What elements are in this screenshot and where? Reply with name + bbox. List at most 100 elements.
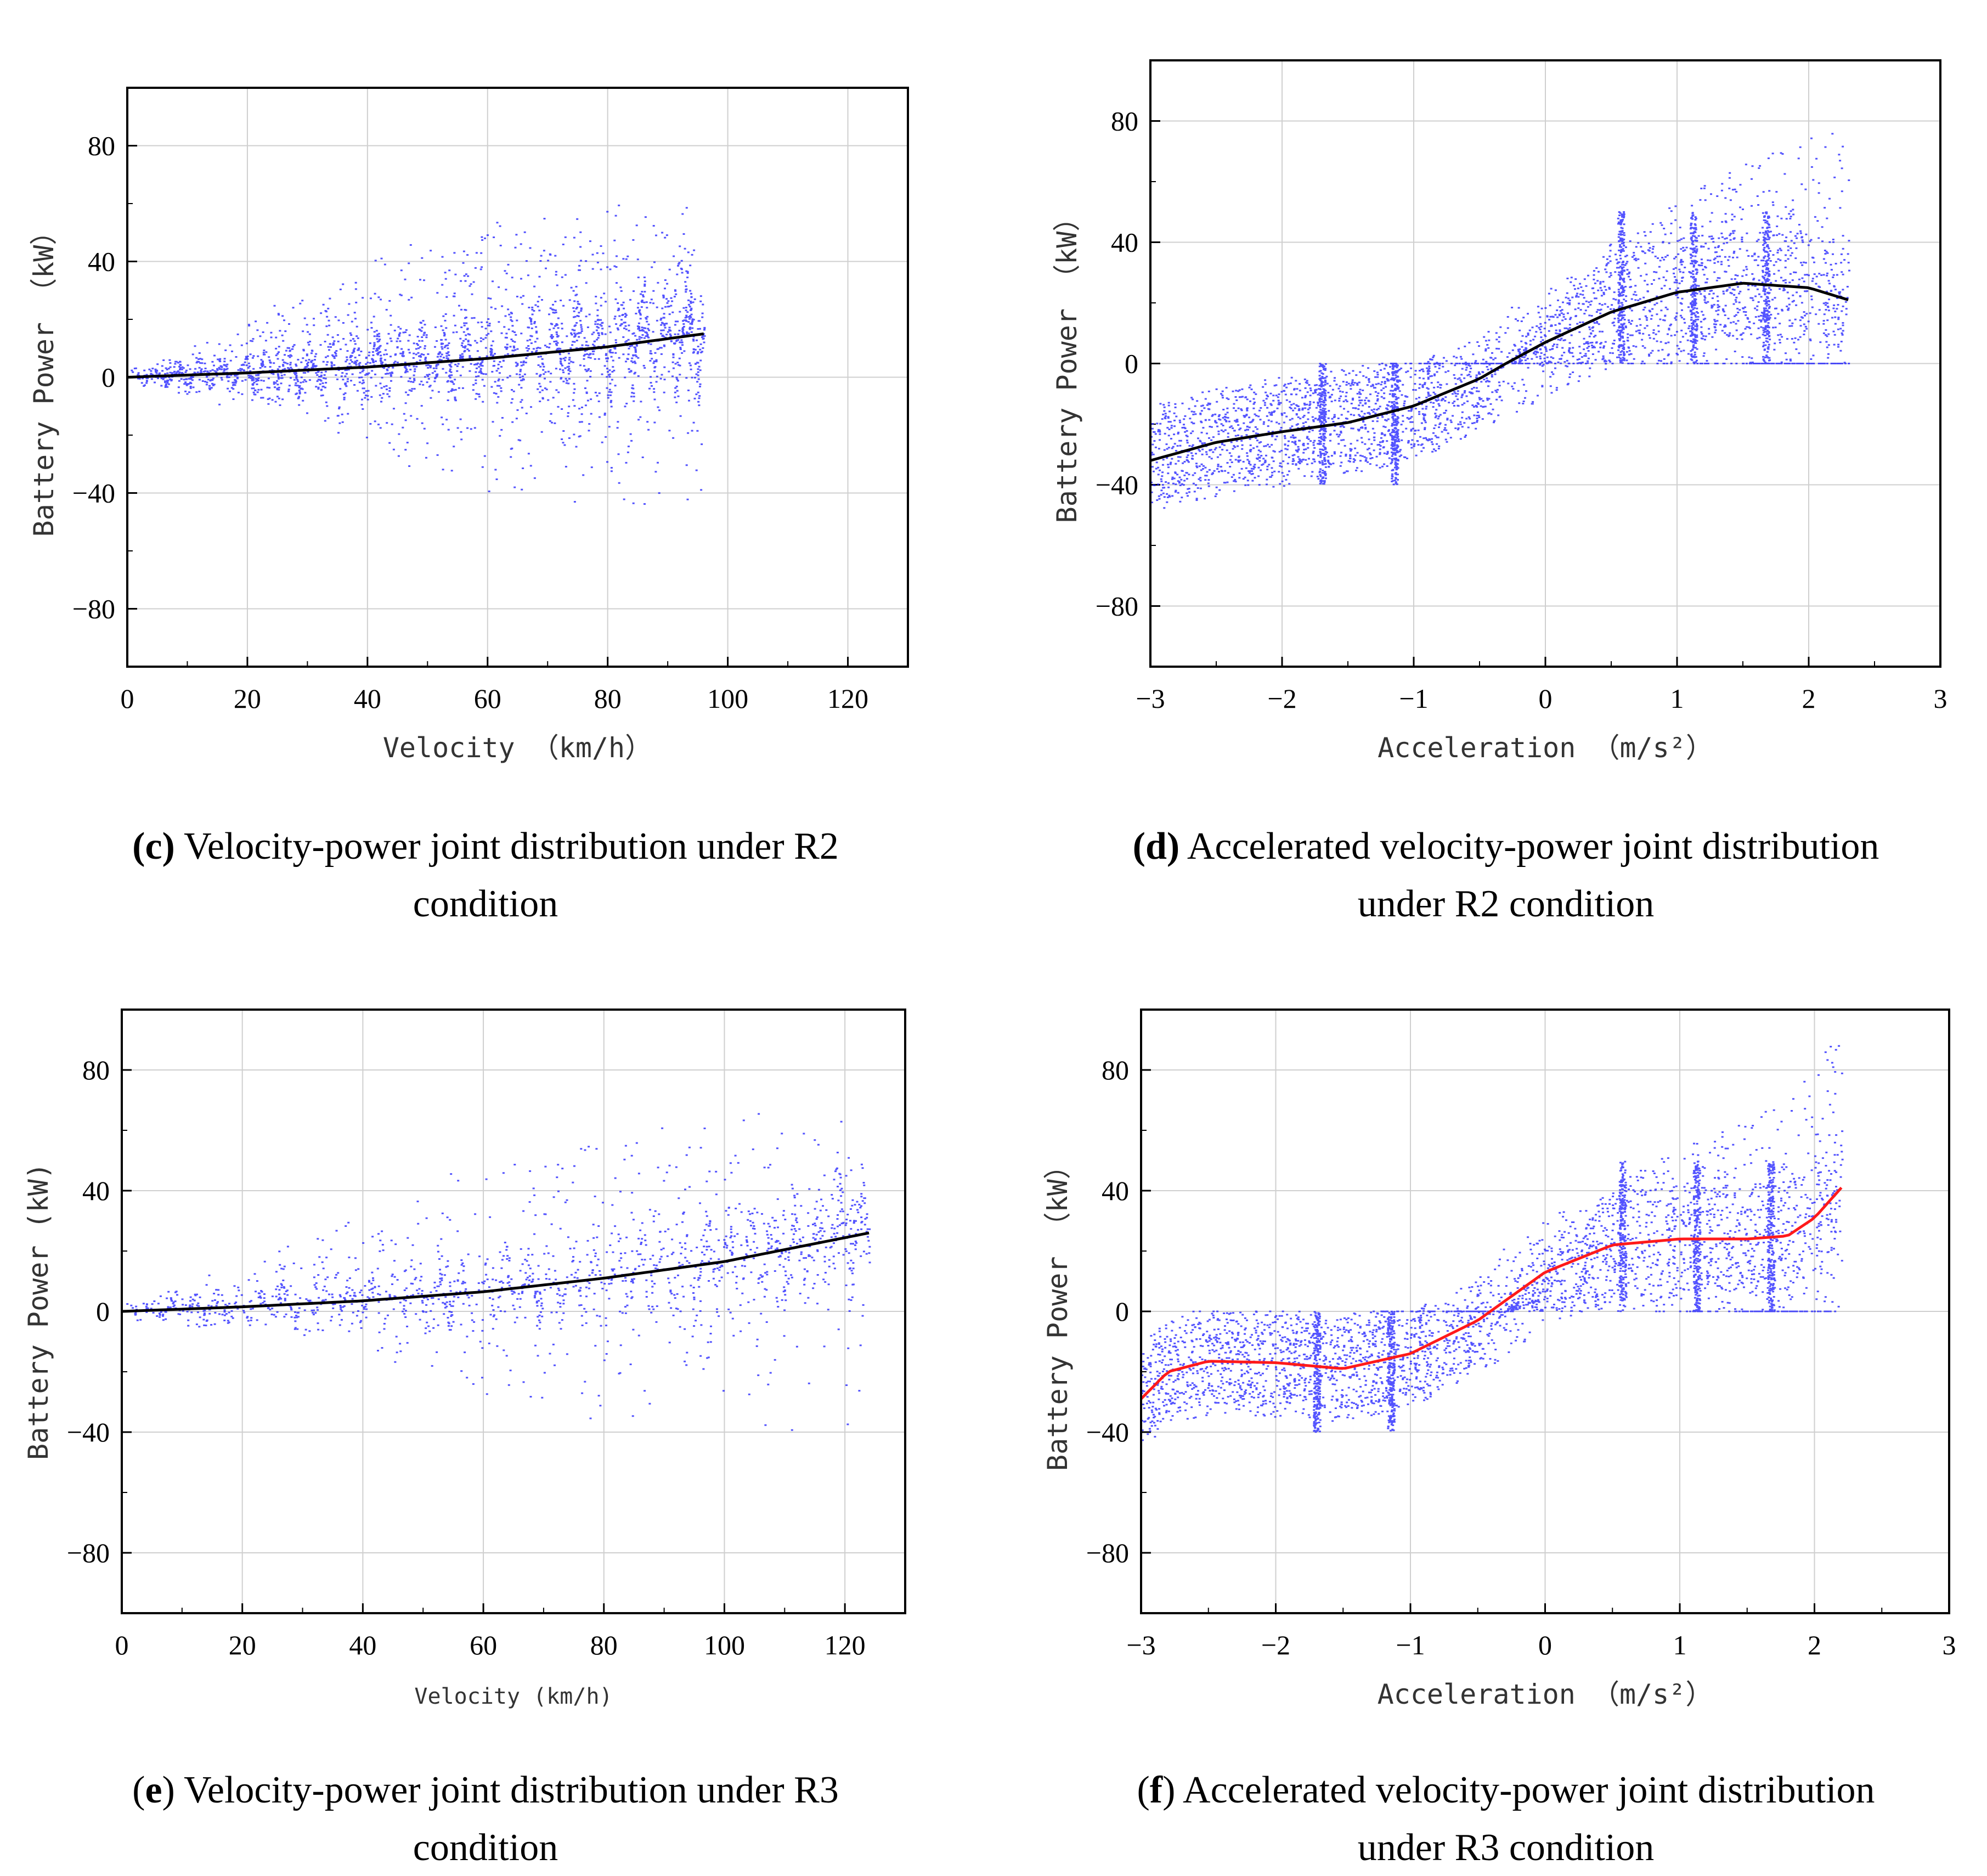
scatter-cloud xyxy=(131,204,706,505)
y-tick-label: −40 xyxy=(1086,1417,1129,1447)
x-tick-label: −2 xyxy=(1267,683,1296,714)
x-tick-label: 0 xyxy=(115,1630,129,1660)
x-tick-label: −3 xyxy=(1126,1630,1155,1660)
fit-curve xyxy=(121,1231,870,1313)
x-tick-label: 60 xyxy=(470,1630,497,1660)
fit-curve xyxy=(127,332,704,379)
y-tick-labels: 80 40 0 −40 −80 xyxy=(72,131,115,624)
y-tick-label: −40 xyxy=(1096,470,1138,500)
caption-c-line1: (c) Velocity-power joint distribution un… xyxy=(132,825,839,867)
caption-d-tag: d xyxy=(1145,825,1167,867)
x-tick-label: 20 xyxy=(229,1630,256,1660)
caption-d-text: Accelerated velocity-power joint distrib… xyxy=(1179,825,1879,867)
caption-d-line1: (d) Accelerated velocity-power joint dis… xyxy=(1133,825,1879,867)
y-axis-label: Battery Power （kW） xyxy=(1042,1152,1074,1471)
y-tick-label: 40 xyxy=(1111,227,1138,258)
y-tick-label: 0 xyxy=(1115,1296,1129,1327)
x-tick-labels: 0 20 40 60 80 100 120 xyxy=(121,683,869,714)
x-tick-label: 80 xyxy=(590,1630,618,1660)
x-tick-label: 60 xyxy=(474,683,501,714)
y-tick-label: 40 xyxy=(82,1175,110,1206)
caption-e-tag: e xyxy=(145,1769,162,1811)
caption-c-text: Velocity-power joint distribution under … xyxy=(175,825,839,867)
x-tick-label: −3 xyxy=(1136,683,1165,714)
caption-f-line1: (f) Accelerated velocity-power joint dis… xyxy=(1137,1769,1875,1811)
x-tick-label: 1 xyxy=(1673,1630,1687,1660)
y-axis-label: Battery Power (kW) xyxy=(22,1163,54,1460)
x-tick-label: 20 xyxy=(234,683,261,714)
x-tick-label: 0 xyxy=(1538,1630,1552,1660)
y-tick-label: −80 xyxy=(1096,591,1138,622)
y-tick-label: 0 xyxy=(101,362,115,393)
x-tick-label: 2 xyxy=(1808,1630,1821,1660)
x-axis-label: Velocity (km/h) xyxy=(414,1684,612,1709)
y-tick-label: −80 xyxy=(72,594,115,624)
caption-f-line2: under R3 condition xyxy=(1358,1827,1654,1869)
caption-e-line2: condition xyxy=(413,1827,558,1869)
y-axis-label: Battery Power （kW） xyxy=(1051,204,1083,523)
x-tick-label: 0 xyxy=(1539,683,1553,714)
y-tick-labels: 80 40 0 −40 −80 xyxy=(1096,106,1138,622)
plot-frame xyxy=(121,1009,906,1614)
x-tick-labels: −3 −2 −1 0 1 2 3 xyxy=(1136,683,1947,714)
scatter-points xyxy=(131,204,706,505)
y-tick-label: 80 xyxy=(1102,1055,1129,1085)
x-tick-label: 120 xyxy=(827,683,868,714)
y-tick-label: 40 xyxy=(1102,1175,1129,1206)
chart-panel-f: −3 −2 −1 0 1 2 3 80 40 0 −40 −80 Acceleration （m/s… xyxy=(1042,1009,1956,1710)
scatter-cloud xyxy=(1141,1045,1844,1441)
x-axis-label: Velocity （km/h） xyxy=(383,732,652,764)
x-tick-label: 3 xyxy=(1934,683,1948,714)
y-axis-label: Battery Power （kW） xyxy=(28,218,60,537)
y-tick-label: −40 xyxy=(72,478,115,509)
grid-lines xyxy=(121,1009,906,1613)
y-tick-labels: 80 40 0 −40 −80 xyxy=(67,1055,110,1568)
x-tick-label: 2 xyxy=(1802,683,1816,714)
x-tick-label: 120 xyxy=(825,1630,866,1660)
y-tick-label: −40 xyxy=(67,1417,110,1447)
scatter-points xyxy=(1141,1045,1844,1441)
y-tick-label: 80 xyxy=(1111,106,1138,137)
caption-c-line2: condition xyxy=(413,883,558,925)
scatter-cloud xyxy=(126,1113,871,1431)
x-tick-label: 40 xyxy=(349,1630,376,1660)
scatter-points xyxy=(1150,133,1850,509)
y-tick-label: −80 xyxy=(67,1537,110,1568)
plot-frame xyxy=(1140,1009,1950,1614)
caption-d-line2: under R2 condition xyxy=(1358,883,1654,925)
x-tick-label: −1 xyxy=(1396,1630,1425,1660)
chart-panel-c: 0 20 40 60 80 100 120 80 40 0 −40 −80 Velocity （km… xyxy=(28,87,909,764)
x-tick-labels: 0 20 40 60 80 100 120 xyxy=(115,1630,866,1660)
x-axis-label: Acceleration （m/s²） xyxy=(1378,732,1713,764)
caption-f-text: Accelerated velocity-power joint distrib… xyxy=(1175,1769,1875,1811)
x-tick-label: 0 xyxy=(121,683,134,714)
x-tick-label: −1 xyxy=(1399,683,1428,714)
x-tick-label: −2 xyxy=(1261,1630,1290,1660)
fit-curve xyxy=(1140,1186,1843,1400)
x-tick-label: 3 xyxy=(1943,1630,1956,1660)
y-tick-label: 80 xyxy=(88,131,115,161)
y-tick-label: 0 xyxy=(1125,348,1138,379)
plot-frame xyxy=(126,87,909,668)
y-tick-label: −80 xyxy=(1086,1537,1129,1568)
x-tick-label: 80 xyxy=(594,683,622,714)
caption-f-tag: f xyxy=(1150,1769,1163,1811)
fit-curve xyxy=(1150,281,1849,462)
caption-e-text: Velocity-power joint distribution under … xyxy=(175,1769,839,1811)
y-tick-label: 80 xyxy=(82,1055,110,1085)
scatter-points xyxy=(126,1113,871,1431)
scatter-cloud xyxy=(1150,133,1850,509)
x-tick-label: 100 xyxy=(707,683,748,714)
chart-panel-d: −3 −2 −1 0 1 2 3 80 40 0 −40 −80 Acceleration （m/s… xyxy=(1051,59,1948,764)
x-tick-label: 40 xyxy=(354,683,381,714)
x-tick-label: 1 xyxy=(1670,683,1684,714)
y-tick-labels: 80 40 0 −40 −80 xyxy=(1086,1055,1129,1568)
x-axis-label: Acceleration （m/s²） xyxy=(1378,1678,1713,1710)
x-tick-labels: −3 −2 −1 0 1 2 3 xyxy=(1126,1630,1956,1660)
grid-lines xyxy=(126,87,908,667)
chart-panel-e: 0 20 40 60 80 100 120 80 40 0 −40 −80 Velocity (km… xyxy=(22,1009,906,1709)
caption-e-line1: (e) Velocity-power joint distribution un… xyxy=(132,1769,839,1811)
plot-frame xyxy=(1149,59,1941,668)
x-tick-label: 100 xyxy=(704,1630,745,1660)
